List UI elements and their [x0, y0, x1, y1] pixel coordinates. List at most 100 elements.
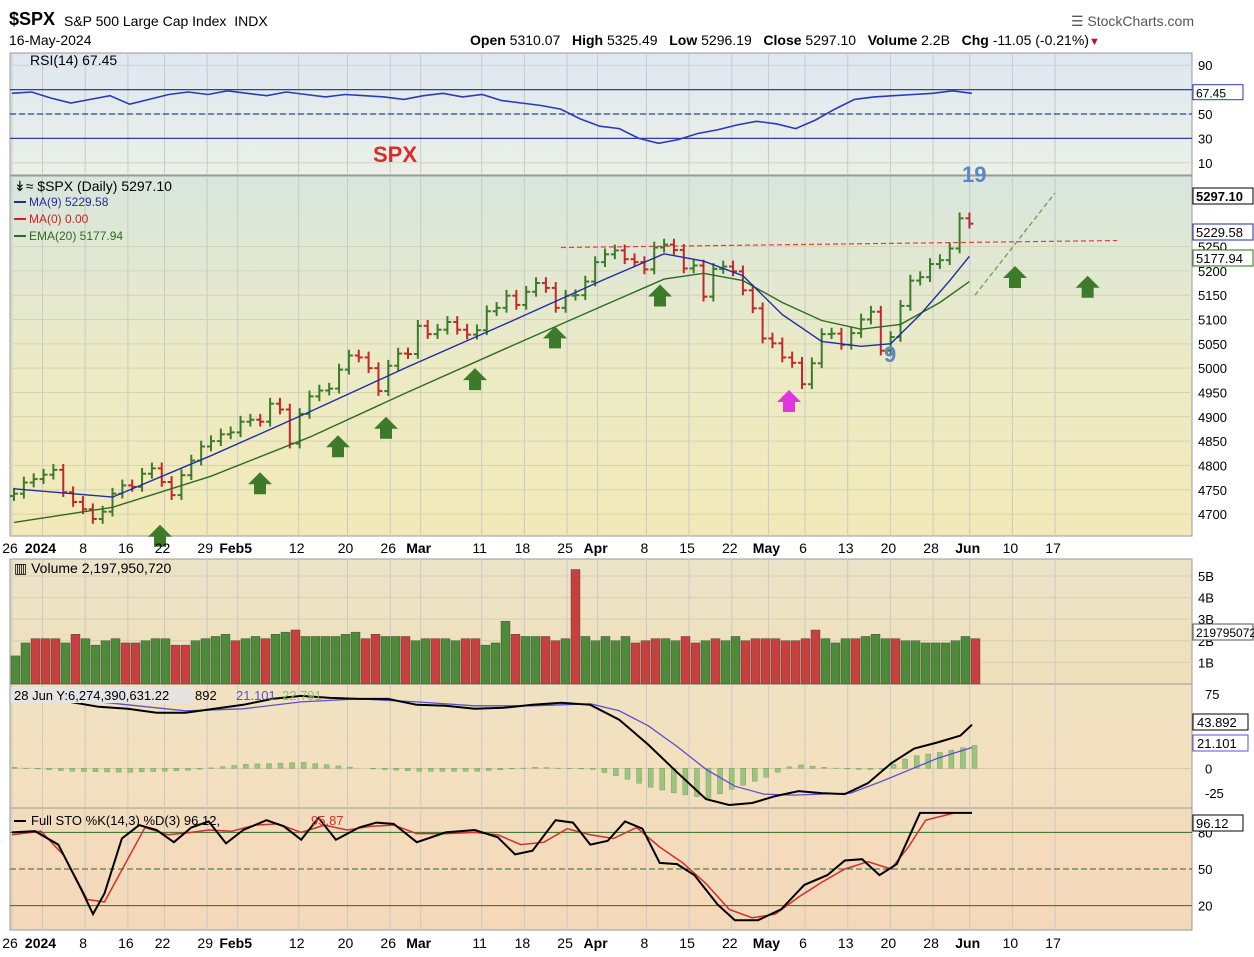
- pink-up-arrow: [777, 390, 801, 412]
- macd-histogram-bar: [347, 766, 353, 769]
- spx-annotation: SPX: [373, 142, 417, 167]
- price-tick-label: 5100: [1198, 313, 1227, 328]
- high-label: High: [571, 32, 604, 48]
- exchange-label: INDX: [234, 13, 268, 29]
- sto-tick-label: 50: [1198, 862, 1212, 877]
- x-tick-label: 25: [557, 935, 573, 951]
- volume-bar: [750, 638, 761, 685]
- volume-bar: [390, 636, 401, 685]
- volume-bar: [80, 638, 91, 685]
- volume-bar: [510, 634, 521, 685]
- volume-bar: [280, 631, 291, 685]
- x-tick-label: 29: [197, 935, 213, 951]
- green-up-arrow: [543, 326, 567, 349]
- volume-bar: [410, 640, 421, 685]
- volume-bar: [690, 642, 701, 685]
- macd-histogram-bar: [752, 768, 758, 782]
- x-tick-label: 17: [1045, 540, 1061, 556]
- x-tick-label: 28: [923, 935, 939, 951]
- macd-histogram-bar: [532, 767, 538, 769]
- macd-histogram-bar: [451, 768, 457, 772]
- volume-bar: [420, 638, 431, 685]
- sto-d-line: [11, 812, 972, 919]
- macd-histogram-bar: [856, 768, 862, 770]
- volume-bar: [220, 634, 231, 685]
- macd-series: [11, 690, 978, 807]
- x-tick-label: 10: [1003, 935, 1019, 951]
- volume-bar: [70, 634, 81, 685]
- x-tick-label: 26: [2, 540, 18, 556]
- volume-bar: [140, 640, 151, 685]
- volume-bar: [840, 638, 851, 685]
- volume-bar: [760, 638, 771, 685]
- volume-bar: [810, 629, 821, 685]
- volume-bar: [880, 638, 891, 685]
- macd-histogram-bar: [497, 768, 503, 770]
- volume-value: 2.2B: [921, 32, 950, 48]
- volume-bar: [320, 636, 331, 685]
- volume-bar: [260, 638, 271, 685]
- down-arrow-icon: ▼: [1088, 36, 1100, 48]
- stockcharts-logo-icon: ☰: [1070, 13, 1084, 29]
- volume-bar: [960, 636, 971, 685]
- x-tick-label: 16: [118, 935, 134, 951]
- green-up-arrow: [1075, 275, 1100, 298]
- macd-histogram-bar: [509, 768, 515, 770]
- volume-bar: [250, 636, 261, 685]
- chg-label: Chg: [961, 32, 989, 48]
- macd-histogram-bar: [127, 768, 133, 773]
- volume-bar: [160, 638, 171, 685]
- volume-bar: [860, 636, 871, 685]
- macd-legend-value: 21.101: [236, 688, 276, 703]
- sto-tick-label: 20: [1198, 899, 1212, 914]
- macd-histogram-bar: [590, 768, 596, 770]
- x-tick-label: Mar: [406, 540, 431, 556]
- macd-tooltip: 28 Jun Y:6,274,390,631.22: [14, 688, 169, 703]
- x-tick-label: 17: [1045, 935, 1061, 951]
- brand-label[interactable]: ☰ StockCharts.com: [1071, 13, 1194, 30]
- price-tick-label: 4700: [1198, 507, 1227, 522]
- sto-title: Full STO %K(14,3) %D(3) 96.12,: [31, 813, 220, 828]
- macd-value-label: 21.101: [1197, 736, 1237, 751]
- volume-bar: [520, 636, 531, 685]
- macd-histogram-bar: [34, 768, 41, 770]
- volume-bar: [660, 638, 671, 685]
- x-tick-label: 26: [380, 540, 396, 556]
- projection-line: [974, 192, 1056, 296]
- x-tick-label: May: [753, 540, 780, 556]
- macd-histogram-bar: [717, 768, 723, 794]
- volume-bar: [430, 638, 441, 685]
- macd-histogram-bar: [636, 768, 642, 784]
- macd-line: [11, 690, 973, 807]
- volume-bar: [190, 640, 201, 685]
- chart-date: 16-May-2024: [9, 32, 92, 48]
- volume-bar: [580, 636, 591, 685]
- macd-histogram-bar: [150, 768, 156, 772]
- macd-histogram-bar: [277, 762, 284, 769]
- volume-bar: [350, 631, 361, 685]
- volume-bar: [440, 638, 451, 685]
- macd-histogram-bar: [890, 763, 897, 769]
- x-tick-label: 22: [155, 540, 171, 556]
- macd-histogram-bar: [659, 768, 665, 791]
- price-tick-label: 5150: [1198, 288, 1227, 303]
- macd-value-label: 43.892: [1197, 715, 1237, 730]
- volume-bar: [560, 638, 571, 685]
- x-tick-label: 20: [881, 540, 897, 556]
- macd-histogram-bar: [231, 765, 237, 769]
- macd-histogram-bar: [913, 755, 920, 769]
- macd-histogram-bar: [486, 768, 492, 771]
- volume-value-label: 2197950720: [1196, 626, 1254, 640]
- macd-histogram-bar: [312, 763, 318, 769]
- price-tick-label: 4900: [1198, 410, 1227, 425]
- macd-histogram-bar: [867, 768, 874, 770]
- volume-bar: [780, 640, 791, 685]
- volume-bar: [540, 636, 551, 685]
- macd-histogram-bar: [393, 768, 399, 771]
- volume-bar: [970, 638, 981, 685]
- open-label: Open: [470, 32, 506, 48]
- rsi-line: [11, 89, 973, 145]
- macd-histogram-bar: [613, 768, 619, 776]
- x-tick-label: Apr: [584, 540, 609, 556]
